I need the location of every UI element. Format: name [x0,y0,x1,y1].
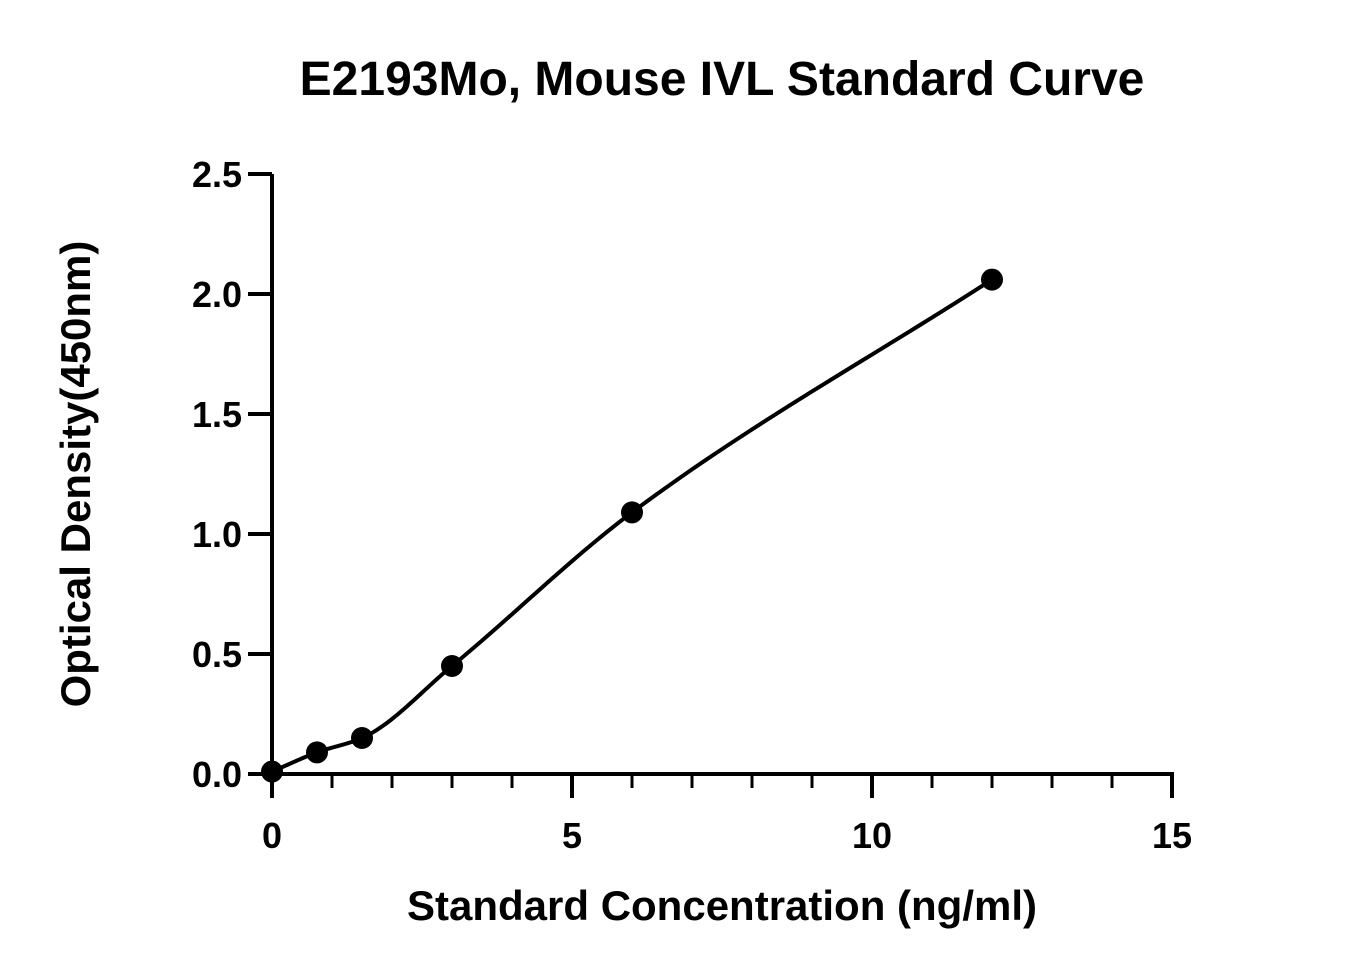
x-axis-ticks: 0 5 10 15 [262,774,1192,856]
y-tick-label: 0.0 [192,754,242,795]
chart-title: E2193Mo, Mouse IVL Standard Curve [300,53,1145,106]
data-point [981,268,1003,291]
data-point [261,760,283,783]
x-tick-label: 5 [562,815,582,856]
data-point [351,727,373,749]
y-tick-label: 0.5 [192,634,242,675]
y-tick-label: 2.0 [192,274,242,315]
data-point [621,501,643,524]
x-tick-label: 15 [1152,815,1192,856]
y-axis-ticks: 0.0 0.5 1.0 1.5 2.0 2.5 [192,154,272,795]
y-tick-label: 2.5 [192,154,242,195]
x-axis-label: Standard Concentration (ng/ml) [407,882,1037,929]
data-point [306,741,328,764]
x-tick-label: 0 [262,815,282,856]
data-points [261,268,1003,783]
fit-curve-line [270,277,994,774]
x-tick-label: 10 [852,815,892,856]
y-axis-label: Optical Density(450nm) [52,241,99,708]
y-tick-label: 1.5 [192,394,242,435]
y-tick-label: 1.0 [192,514,242,555]
axes [270,174,1174,776]
data-point [441,655,463,677]
